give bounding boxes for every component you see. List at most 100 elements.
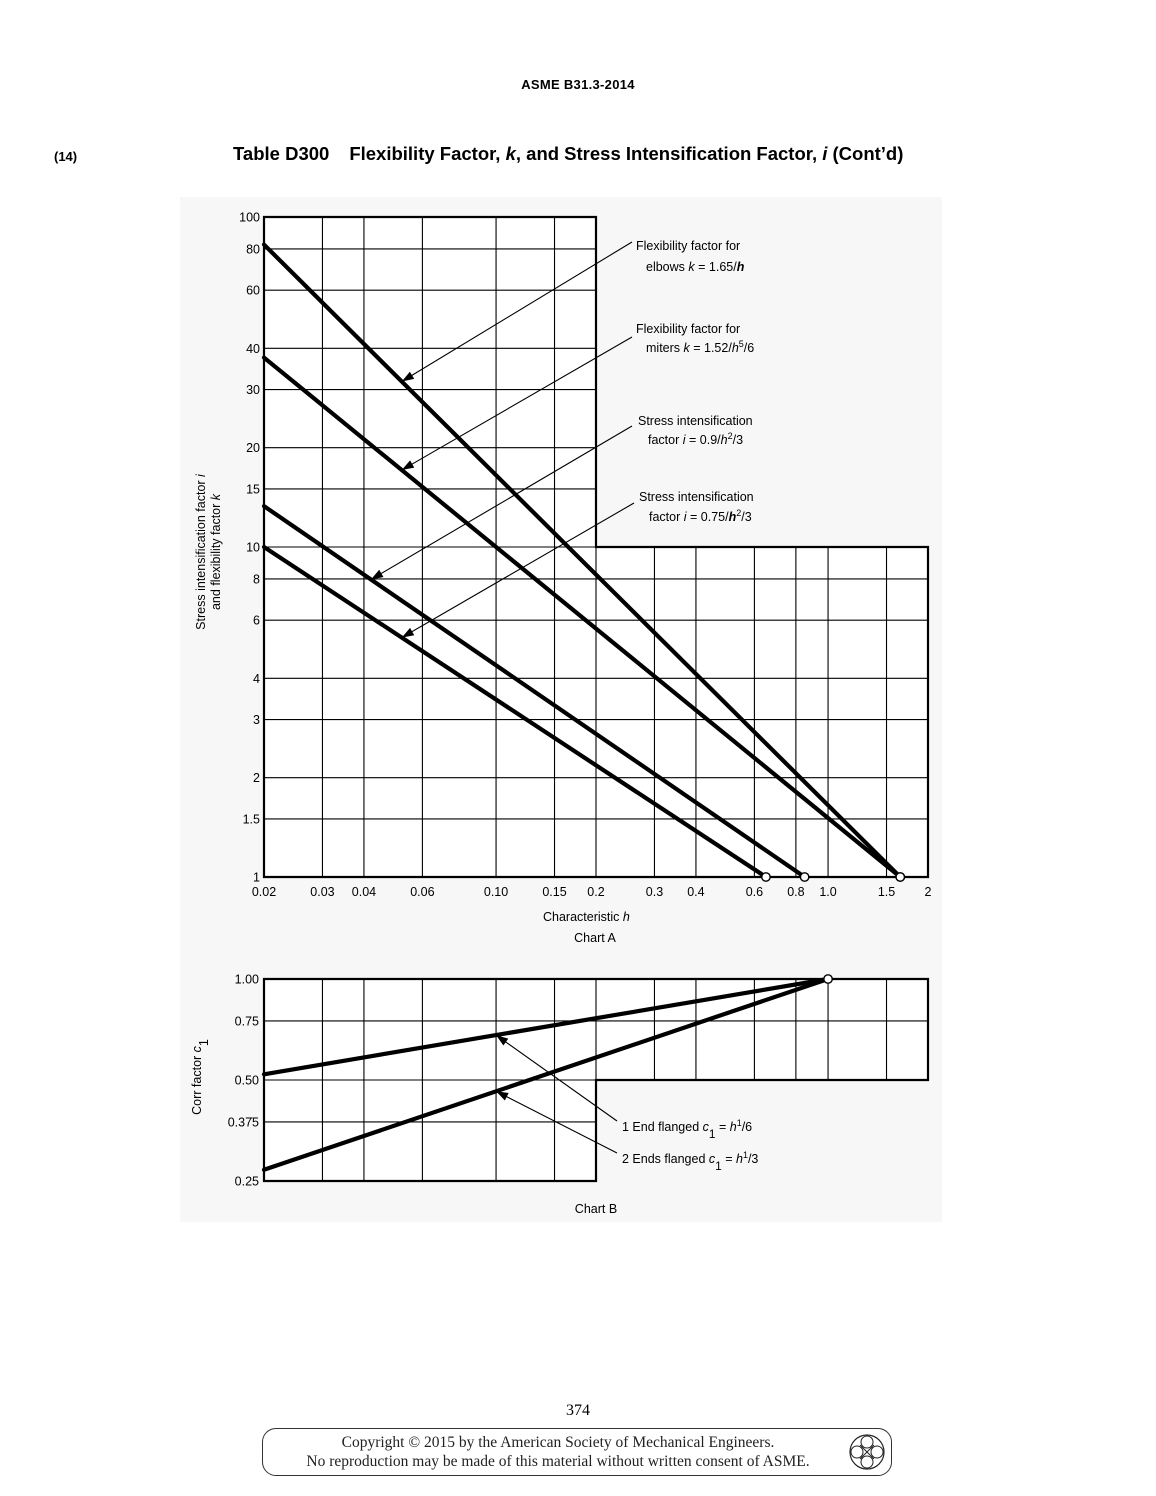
chart-a-arrowhead-miter-k	[401, 460, 415, 471]
chart-b-label-one-end-flanged-part: c	[703, 1120, 710, 1134]
chart-a-label-miter-k-line2: miters k = 1.52/h5/6	[646, 339, 754, 355]
chart-a-ytick-14: 100	[239, 211, 260, 225]
chart-a-xlabel-part: h	[623, 910, 630, 924]
chart-a-ytick-7: 10	[246, 541, 260, 555]
chart-b-label-two-ends-flanged-part: 1	[743, 1150, 748, 1160]
chart-b-label-two-ends-flanged-part: 1	[715, 1159, 722, 1173]
chart-a-xtick-11: 1.0	[819, 885, 836, 899]
chart-b-label-one-end-flanged-part: 1	[709, 1127, 716, 1141]
chart-a-xtick-2: 0.04	[352, 885, 376, 899]
chart-a-label-elbow-k-line2-part: h	[737, 260, 745, 274]
chart-a-ylabel-line-2: and flexibility factor k	[209, 493, 223, 610]
chart-a-xtick-4: 0.10	[484, 885, 508, 899]
chart-a-label-elbow-k-line2-part: 1.65/	[709, 260, 737, 274]
chart-a-xtick-13: 2	[925, 885, 932, 899]
copyright-notice: Copyright © 2015 by the American Society…	[262, 1428, 892, 1476]
chart-a-label-sif-0.9-line1-part: Stress intensification	[638, 414, 753, 428]
chart-a-label-sif-0.75-line2-part: 2	[736, 508, 741, 518]
chart-a-label-elbow-k-line1: Flexibility factor for	[636, 239, 740, 253]
chart-a-xtick-3: 0.06	[410, 885, 434, 899]
chart-a-ylabel-line-1: Stress intensification factor i	[194, 473, 208, 630]
chart-b-arrowhead-two-ends-flanged	[496, 1091, 509, 1101]
chart-a-label-sif-0.9-line1: Stress intensification	[638, 414, 753, 428]
chart-a-series-sif-0.9	[261, 504, 807, 880]
copyright-line-2: No reproduction may be made of this mate…	[306, 1453, 810, 1470]
chart-a-ytick-0: 1	[253, 871, 260, 885]
chart-b-ytick-0: 0.25	[235, 1175, 259, 1189]
table-title-text-3: (Cont’d)	[827, 143, 904, 164]
chart-a-xtick-10: 0.8	[787, 885, 804, 899]
chart-b-ylabel-part: Corr factor	[190, 1052, 204, 1115]
chart-b-label-two-ends-flanged-part: /3	[748, 1152, 758, 1166]
chart-a-arrowhead-elbow-k	[401, 371, 415, 382]
chart-b-label-one-end-flanged-part: /6	[742, 1120, 752, 1134]
chart-b-label-one-end-flanged-part: 1	[737, 1118, 742, 1128]
chart-a-label-miter-k-line1: Flexibility factor for	[636, 322, 740, 336]
chart-a-arrowhead-sif-0.75	[401, 627, 415, 638]
chart-a-label-sif-0.75-line1: Stress intensification	[639, 490, 754, 504]
chart-a-series-sif-0.75	[261, 544, 769, 880]
revision-mark: (14)	[54, 149, 78, 164]
chart-b-label-two-ends-flanged-part: =	[722, 1152, 736, 1166]
chart-a-label-sif-0.9-line2-part: /3	[733, 433, 743, 447]
chart-b-caption: Chart B	[575, 1202, 617, 1216]
chart-a-leader-sif-0.9	[370, 425, 633, 580]
chart-b-leader-one-end-flanged	[495, 1034, 618, 1122]
chart-b-arrowhead-one-end-flanged	[496, 1035, 509, 1046]
chart-b-label-one-end-flanged-part: =	[715, 1120, 729, 1134]
chart-a-label-miter-k-line2-part: 5	[739, 339, 744, 349]
chart-b-common-endpoint	[823, 974, 833, 984]
chart-a-label-elbow-k-line2: elbows k = 1.65/h	[646, 260, 745, 274]
chart-b-label-one-end-flanged: 1 End flanged c1 = h1/6	[622, 1118, 752, 1141]
chart-a-xtick-9: 0.6	[746, 885, 763, 899]
chart-b-ylabel-part: c	[190, 1045, 204, 1052]
chart-a-label-elbow-k-line2-part: k	[688, 260, 695, 274]
chart-a-ylabel-text: Stress intensification factor	[194, 477, 208, 630]
chart-a-label-sif-0.75-line2-part: h	[729, 510, 737, 524]
asme-seal-logo	[849, 1434, 885, 1470]
chart-b-label-two-ends-flanged-part: h	[736, 1152, 743, 1166]
chart-a-label-sif-0.75-line2: factor i = 0.75/h2/3	[649, 508, 752, 524]
chart-a-ytick-3: 3	[253, 713, 260, 727]
chart-a-ytick-9: 20	[246, 441, 260, 455]
chart-a-leader-sif-0.75	[401, 502, 635, 639]
chart-a-ytick-11: 40	[246, 342, 260, 356]
chart-a-label-elbow-k-line2-part: =	[695, 260, 709, 274]
chart-a-xtick-0: 0.02	[252, 885, 276, 899]
chart-b-label-one-end-flanged-part: 1 End flanged	[622, 1120, 703, 1134]
chart-a-label-sif-0.75-line2-part: factor	[649, 510, 684, 524]
table-title: Table D300 Flexibility Factor, k, and Str…	[233, 143, 903, 165]
chart-a-label-sif-0.9-line2-part: factor	[648, 433, 683, 447]
chart-a-label-miter-k-line2-part: k	[684, 341, 691, 355]
chart-a-xtick-12: 1.5	[878, 885, 895, 899]
standard-header: ASME B31.3-2014	[521, 77, 635, 92]
chart-a-ylabel-var: i	[194, 473, 208, 477]
chart-b-series-one-end-flanged	[261, 976, 831, 1077]
copyright-line-1: Copyright © 2015 by the American Society…	[341, 1434, 775, 1451]
chart-b-label-two-ends-flanged: 2 Ends flanged c1 = h1/3	[622, 1150, 758, 1173]
chart-a-label-miter-k-line2-part: miters	[646, 341, 684, 355]
chart-a-ytick-4: 4	[253, 672, 260, 686]
chart-b-ytick-3: 0.75	[235, 1014, 259, 1028]
chart-a-arrowhead-sif-0.9	[370, 569, 384, 580]
table-title-var-i: i	[822, 143, 828, 164]
chart-a-xtick-6: 0.2	[587, 885, 604, 899]
chart-a-xtick-7: 0.3	[646, 885, 663, 899]
chart-a-label-miter-k-line2-part: = 1.52/	[690, 341, 733, 355]
chart-a-label-sif-0.75-line2-part: 0.75/	[701, 510, 729, 524]
chart-b-frame	[262, 977, 930, 1183]
chart-a-ylabel-text: and flexibility factor	[209, 500, 223, 610]
chart-b-ylabel: Corr factor c1	[190, 1039, 211, 1115]
chart-a-frame	[262, 215, 930, 879]
chart-a-xtick-8: 0.4	[687, 885, 704, 899]
chart-a-xlabel-part: Characteristic	[543, 910, 623, 924]
chart-a-xtick-1: 0.03	[310, 885, 334, 899]
chart-a-label-sif-0.75-line1-part: Stress intensification	[639, 490, 754, 504]
chart-b-leader-two-ends-flanged	[495, 1090, 618, 1154]
chart-a-xlabel: Characteristic h	[543, 910, 630, 924]
chart-a-xtick-5: 0.15	[542, 885, 566, 899]
table-title-text-1: Flexibility Factor,	[349, 143, 506, 164]
chart-a-label-sif-0.9-line2-part: h	[721, 433, 728, 447]
chart-a-ytick-5: 6	[253, 614, 260, 628]
